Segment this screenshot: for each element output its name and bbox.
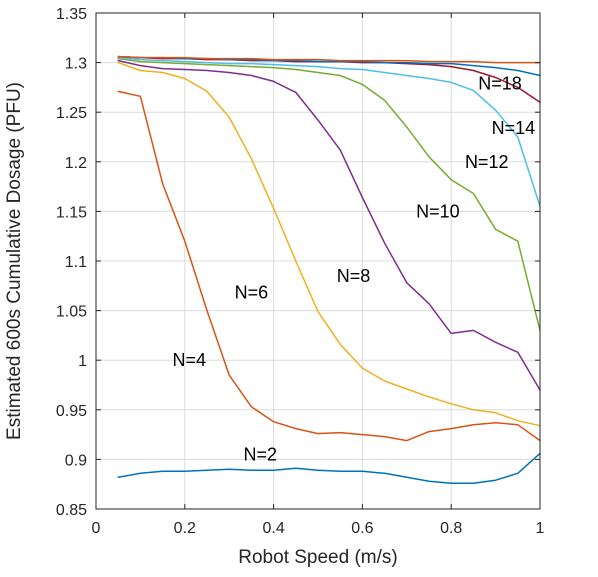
x-tick-label: 0: [92, 520, 101, 537]
tick-labels: 0 0.2 0.4 0.6 0.8 1 0.85 0.9 0.95 1 1.05 1.1 1.15 1.2…: [56, 6, 545, 537]
series-line-n-8: [117, 59, 541, 391]
series-label-n-14: N=14: [492, 118, 536, 138]
x-tick-label: 0.4: [262, 520, 284, 537]
series-label-n-10: N=10: [416, 201, 460, 221]
y-tick-label: 1.05: [56, 304, 87, 321]
series-line-n-12: [117, 56, 541, 208]
y-axis-label: Estimated 600s Cumulative Dosage (PFU): [4, 82, 25, 440]
grid: [95, 12, 541, 510]
y-tick-label: 1.1: [65, 254, 87, 271]
series-labels: N=2 N=4 N=6 N=8 N=10 N=12 N=14 N=18: [172, 73, 535, 464]
x-axis-label: Robot Speed (m/s): [238, 547, 397, 568]
series-label-n-4: N=4: [172, 350, 206, 370]
y-tick-label: 1.2: [65, 155, 87, 172]
x-tick-label: 0.2: [174, 520, 196, 537]
y-tick-label: 0.85: [56, 502, 87, 519]
series-label-n-2: N=2: [244, 444, 278, 464]
series-label-n-18: N=18: [478, 73, 522, 93]
series-lines: [117, 55, 541, 484]
x-tick-label: 1: [536, 520, 545, 537]
y-tick-label: 1.15: [56, 204, 87, 221]
y-tick-label: 1: [78, 353, 87, 370]
series-line-n-10: [117, 57, 541, 332]
x-tick-label: 0.6: [351, 520, 373, 537]
series-label-n-8: N=8: [337, 266, 371, 286]
series-label-n-12: N=12: [465, 152, 509, 172]
series-line-n-6: [117, 61, 541, 427]
series-line-unlabeled-8: [117, 55, 541, 64]
y-tick-label: 1.25: [56, 105, 87, 122]
series-line-n-4: [117, 90, 541, 442]
y-tick-label: 1.3: [65, 56, 87, 73]
y-tick-label: 1.35: [56, 6, 87, 23]
y-tick-label: 0.95: [56, 403, 87, 420]
series-line-n-2: [117, 452, 541, 484]
series-line-n-18: [117, 55, 541, 77]
y-tick-label: 0.9: [65, 452, 87, 469]
x-tick-label: 0.8: [440, 520, 462, 537]
series-label-n-6: N=6: [235, 283, 269, 303]
